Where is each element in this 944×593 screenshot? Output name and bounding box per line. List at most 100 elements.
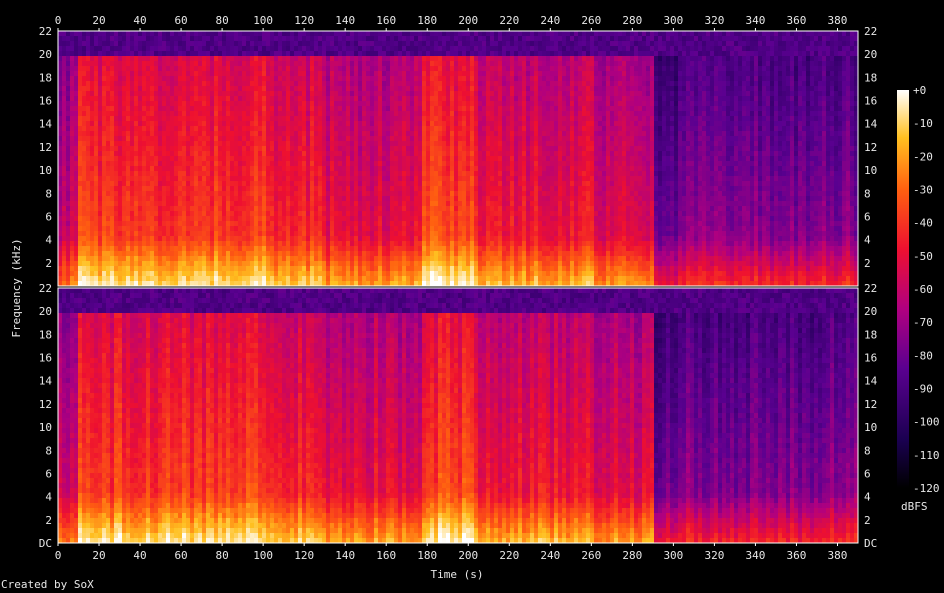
spectrogram-cell <box>250 221 254 226</box>
spectrogram-cell <box>294 126 298 131</box>
spectrogram-cell <box>98 76 102 81</box>
spectrogram-cell <box>166 56 170 61</box>
spectrogram-cell <box>230 126 234 131</box>
spectrogram-cell <box>66 261 70 266</box>
spectrogram-cell <box>290 186 294 191</box>
spectrogram-cell <box>194 226 198 231</box>
spectrogram-cell <box>62 216 66 221</box>
spectrogram-cell <box>386 126 390 131</box>
spectrogram-cell <box>94 236 98 241</box>
spectrogram-cell <box>314 121 318 126</box>
spectrogram-cell <box>150 216 154 221</box>
spectrogram-cell <box>230 81 234 86</box>
spectrogram-cell <box>262 271 266 276</box>
spectrogram-cell <box>146 271 150 276</box>
spectrogram-cell <box>402 271 406 276</box>
spectrogram-cell <box>174 231 178 236</box>
spectrogram-cell <box>426 156 430 161</box>
spectrogram-cell <box>78 156 82 161</box>
spectrogram-cell <box>234 101 238 106</box>
spectrogram-cell <box>270 161 274 166</box>
spectrogram-cell <box>322 246 326 251</box>
spectrogram-cell <box>266 81 270 86</box>
spectrogram-cell <box>210 276 214 281</box>
spectrogram-cell <box>318 106 322 111</box>
spectrogram-cell <box>146 91 150 96</box>
spectrogram-cell <box>218 96 222 101</box>
spectrogram-cell <box>170 101 174 106</box>
spectrogram-cell <box>134 231 138 236</box>
spectrogram-cell <box>322 186 326 191</box>
spectrogram-cell <box>382 206 386 211</box>
spectrogram-cell <box>438 91 442 96</box>
spectrogram-cell <box>70 51 74 56</box>
spectrogram-cell <box>214 221 218 226</box>
spectrogram-cell <box>358 156 362 161</box>
spectrogram-cell <box>294 246 298 251</box>
spectrogram-cell <box>66 176 70 181</box>
spectrogram-cell <box>158 281 162 286</box>
spectrogram-cell <box>222 91 226 96</box>
spectrogram-cell <box>398 171 402 176</box>
spectrogram-cell <box>102 241 106 246</box>
spectrogram-cell <box>250 71 254 76</box>
spectrogram-cell <box>294 81 298 86</box>
spectrogram-cell <box>406 111 410 116</box>
spectrogram-cell <box>166 46 170 51</box>
spectrogram-cell <box>146 36 150 41</box>
spectrogram-cell <box>222 191 226 196</box>
spectrogram-cell <box>158 246 162 251</box>
spectrogram-cell <box>302 166 306 171</box>
spectrogram-cell <box>62 266 66 271</box>
spectrogram-cell <box>242 226 246 231</box>
spectrogram-cell <box>210 271 214 276</box>
spectrogram-cell <box>274 196 278 201</box>
spectrogram-cell <box>198 206 202 211</box>
spectrogram-cell <box>298 156 302 161</box>
spectrogram-cell <box>138 256 142 261</box>
spectrogram-cell <box>354 141 358 146</box>
spectrogram-cell <box>122 121 126 126</box>
spectrogram-cell <box>234 231 238 236</box>
spectrogram-cell <box>230 251 234 256</box>
spectrogram-cell <box>282 131 286 136</box>
spectrogram-cell <box>118 121 122 126</box>
spectrogram-cell <box>182 271 186 276</box>
spectrogram-cell <box>382 131 386 136</box>
spectrogram-cell <box>270 266 274 271</box>
spectrogram-cell <box>58 161 62 166</box>
spectrogram-cell <box>194 116 198 121</box>
spectrogram-cell <box>58 166 62 171</box>
spectrogram-cell <box>378 196 382 201</box>
spectrogram-cell <box>142 211 146 216</box>
spectrogram-cell <box>230 151 234 156</box>
spectrogram-cell <box>170 121 174 126</box>
spectrogram-cell <box>198 191 202 196</box>
spectrogram-cell <box>314 111 318 116</box>
spectrogram-cell <box>414 136 418 141</box>
spectrogram-cell <box>114 166 118 171</box>
spectrogram-cell <box>58 246 62 251</box>
spectrogram-cell <box>398 251 402 256</box>
spectrogram-cell <box>90 86 94 91</box>
spectrogram-cell <box>62 61 66 66</box>
spectrogram-cell <box>194 41 198 46</box>
spectrogram-cell <box>366 261 370 266</box>
spectrogram-cell <box>134 141 138 146</box>
spectrogram-cell <box>430 206 434 211</box>
spectrogram-cell <box>110 51 114 56</box>
spectrogram-cell <box>422 266 426 271</box>
spectrogram-cell <box>278 111 282 116</box>
spectrogram-cell <box>298 141 302 146</box>
spectrogram-cell <box>130 126 134 131</box>
spectrogram-cell <box>326 226 330 231</box>
spectrogram-cell <box>394 261 398 266</box>
spectrogram-cell <box>330 276 334 281</box>
spectrogram-cell <box>210 41 214 46</box>
spectrogram-cell <box>174 246 178 251</box>
spectrogram-cell <box>158 266 162 271</box>
spectrogram-cell <box>166 146 170 151</box>
spectrogram-cell <box>334 146 338 151</box>
spectrogram-cell <box>230 76 234 81</box>
spectrogram-cell <box>162 136 166 141</box>
